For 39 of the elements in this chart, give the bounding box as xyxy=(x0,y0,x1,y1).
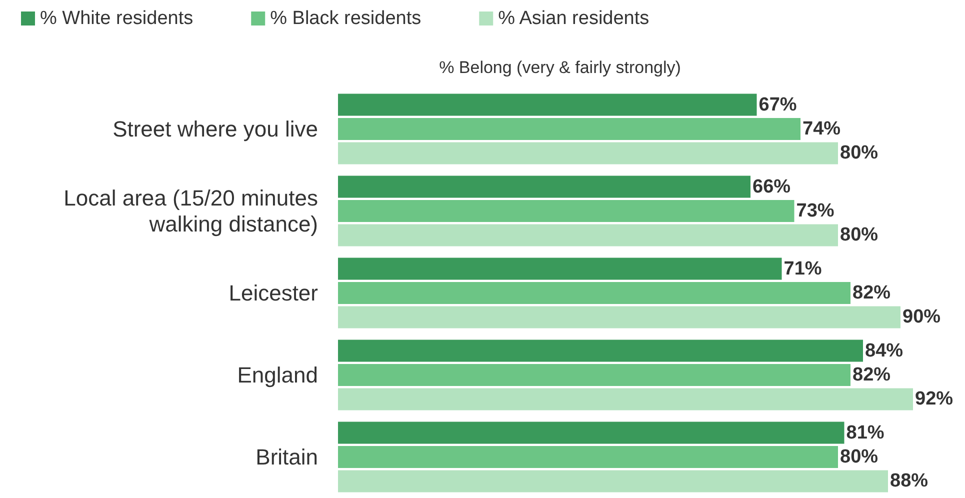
y-tick-label: Street where you live xyxy=(112,116,318,142)
bar xyxy=(338,94,757,116)
data-label: 90% xyxy=(902,306,941,328)
data-label: 80% xyxy=(840,142,878,164)
bar xyxy=(338,176,750,198)
bar xyxy=(338,282,850,304)
y-tick-label: Local area (15/20 minutes walking distance) xyxy=(64,186,318,236)
y-tick-label: England xyxy=(237,362,318,388)
data-label: 82% xyxy=(852,282,891,304)
bar xyxy=(338,306,900,328)
data-label: 74% xyxy=(802,118,841,140)
data-label: 84% xyxy=(865,340,904,362)
data-label: 82% xyxy=(852,364,891,386)
data-label: 71% xyxy=(784,258,822,280)
chart-title: % Belong (very & fairly strongly) xyxy=(439,58,681,77)
data-label: 80% xyxy=(840,446,878,468)
legend-label: % Black residents xyxy=(270,8,422,29)
y-tick-label: Leicester xyxy=(228,280,318,306)
bar xyxy=(338,224,838,246)
bar xyxy=(338,118,800,140)
data-label: 81% xyxy=(846,422,884,444)
bar xyxy=(338,470,888,492)
bar xyxy=(338,340,863,362)
data-label: 80% xyxy=(840,224,878,246)
y-tick-label: Britain xyxy=(256,444,318,470)
bar xyxy=(338,364,850,386)
legend-label: % White residents xyxy=(40,8,194,29)
data-label: 88% xyxy=(890,470,928,492)
bar xyxy=(338,388,913,410)
data-label: 67% xyxy=(758,94,797,116)
bar xyxy=(338,142,838,164)
bar xyxy=(338,258,782,280)
bar xyxy=(338,422,844,444)
legend-label: % Asian residents xyxy=(498,8,650,29)
data-label: 73% xyxy=(796,200,834,222)
bar xyxy=(338,446,838,468)
bar xyxy=(338,200,794,222)
data-label: 66% xyxy=(752,176,791,198)
data-label: 92% xyxy=(915,388,954,410)
